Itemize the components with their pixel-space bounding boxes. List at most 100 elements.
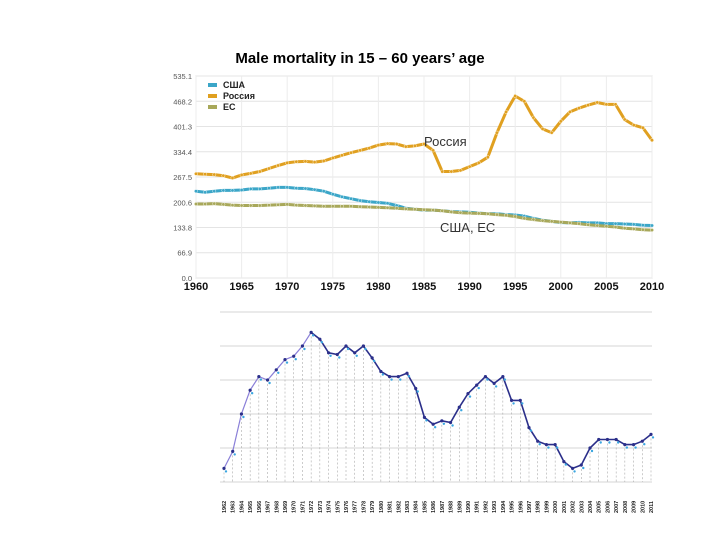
data-point xyxy=(504,110,508,114)
x-tick-label: 1990 xyxy=(457,281,481,293)
y-tick-label: 267.5 xyxy=(173,173,192,182)
data-point xyxy=(312,203,317,208)
data-point xyxy=(367,199,372,204)
data-point xyxy=(203,202,208,206)
y-tick-label: 468.2 xyxy=(173,97,192,106)
data-point xyxy=(522,216,527,221)
data-point xyxy=(622,226,627,231)
x-tick-label: 1975 xyxy=(321,281,345,293)
data-point xyxy=(540,218,545,223)
data-point xyxy=(604,224,609,229)
data-point xyxy=(485,155,490,160)
grid-lines xyxy=(195,75,653,279)
series-Россия xyxy=(194,93,654,180)
data-point xyxy=(495,130,499,135)
data-point xyxy=(257,187,262,191)
data-point xyxy=(640,125,645,130)
data-point xyxy=(312,160,317,165)
data-point xyxy=(531,217,536,222)
legend-swatch xyxy=(208,105,217,109)
data-point xyxy=(230,203,235,208)
data-point xyxy=(349,196,353,201)
y-tick-label: 401.3 xyxy=(173,123,192,132)
data-point xyxy=(194,189,198,194)
data-point xyxy=(248,203,253,208)
y-tick-label: 535.1 xyxy=(173,72,192,81)
data-point xyxy=(403,144,408,149)
legend-label: США xyxy=(223,80,246,90)
data-point xyxy=(303,159,308,164)
data-point xyxy=(212,189,217,194)
data-point xyxy=(640,223,645,228)
data-point xyxy=(367,205,372,209)
series-ЕС xyxy=(194,201,654,232)
data-point xyxy=(613,102,618,107)
data-point xyxy=(248,171,253,176)
x-tick-label: 2005 xyxy=(594,281,618,293)
data-point xyxy=(321,159,326,163)
data-point xyxy=(568,110,572,114)
data-point xyxy=(476,211,481,216)
x-tick-label: 1995 xyxy=(503,281,527,293)
data-point xyxy=(212,172,217,177)
data-point xyxy=(349,204,353,209)
data-point xyxy=(622,222,627,226)
data-point xyxy=(631,123,636,128)
data-point xyxy=(239,188,244,192)
data-point xyxy=(194,202,198,206)
data-point xyxy=(513,214,518,219)
data-point xyxy=(467,164,472,169)
data-point xyxy=(531,115,536,120)
data-point xyxy=(285,202,290,207)
data-point xyxy=(577,106,581,111)
data-point xyxy=(558,220,563,225)
data-point xyxy=(358,204,363,209)
data-point xyxy=(385,141,390,146)
data-point xyxy=(358,148,363,153)
data-point xyxy=(595,100,600,105)
data-point xyxy=(431,208,436,212)
data-point xyxy=(412,143,417,148)
data-point xyxy=(276,163,280,168)
data-point xyxy=(458,168,463,173)
data-point xyxy=(549,130,554,135)
data-point xyxy=(376,205,381,210)
data-point xyxy=(340,204,344,209)
data-point xyxy=(522,99,527,104)
data-point xyxy=(504,213,508,218)
data-point xyxy=(513,94,518,98)
data-point xyxy=(285,160,290,165)
data-point xyxy=(257,203,262,208)
data-point xyxy=(330,156,335,160)
data-point xyxy=(230,176,235,180)
x-tick-label: 1980 xyxy=(366,281,390,293)
x-tick-label: 1965 xyxy=(229,281,253,293)
y-tick-label: 0.0 xyxy=(182,274,192,283)
data-point xyxy=(586,103,591,108)
data-point xyxy=(367,146,372,151)
data-point xyxy=(276,202,280,207)
data-point xyxy=(303,203,308,208)
data-point xyxy=(321,204,326,209)
data-point xyxy=(340,153,344,158)
data-point xyxy=(422,207,426,212)
data-point xyxy=(340,194,344,199)
data-point xyxy=(394,142,399,146)
data-point xyxy=(540,126,545,131)
data-point xyxy=(640,227,645,232)
data-point xyxy=(595,223,600,228)
series-group xyxy=(194,93,654,232)
data-point xyxy=(440,169,445,174)
data-point xyxy=(449,210,454,214)
data-point xyxy=(203,190,208,195)
data-point xyxy=(650,138,654,143)
data-point xyxy=(467,211,472,215)
data-point xyxy=(403,207,408,211)
data-point xyxy=(349,150,353,155)
data-point xyxy=(458,210,463,215)
data-point xyxy=(422,142,426,146)
data-point xyxy=(631,222,636,227)
data-point xyxy=(577,221,581,226)
